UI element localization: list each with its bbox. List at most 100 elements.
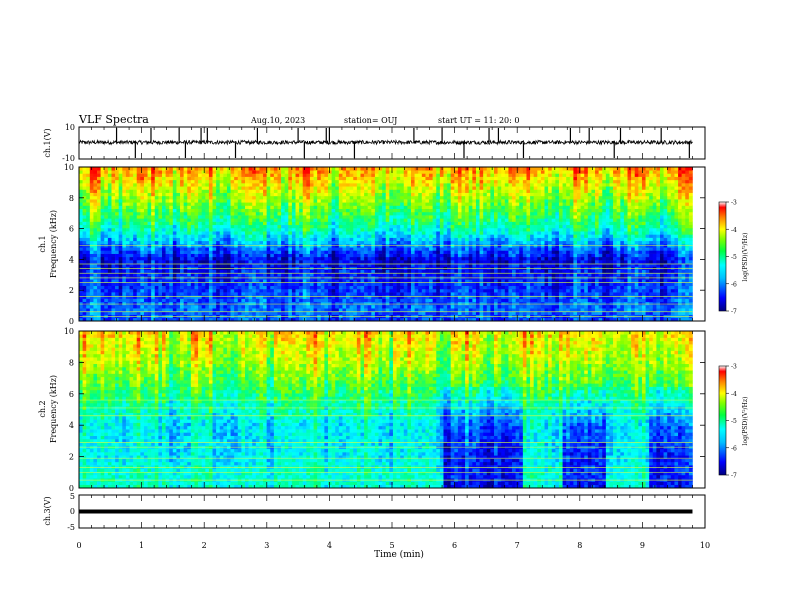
ch1-spec-cell [82,186,87,190]
ch1-spec-cell [378,189,383,193]
ch1-spec-cell [158,170,163,174]
ch1-spec-cell [154,304,159,309]
ch1-spec-cell [140,304,145,309]
ch1-spec-cell [226,173,231,177]
ch1-spec-cell [162,227,166,232]
ch1-spec-cell [180,295,184,299]
station-label: station= OUJ [344,116,397,125]
ch1-spec-cell [136,218,141,222]
ch1-spec-cell [266,179,271,184]
ch1-spec-cell [82,173,87,177]
ch1-spec-cell [151,170,156,174]
ch1-spec-cell [172,304,177,309]
ch1-spec-cell [378,263,383,267]
ch1-spec-cell [338,224,343,229]
ch1-spec-cell [432,211,437,216]
ch1-spec-cell [389,317,394,322]
ch1-spec-cell [385,247,390,251]
ch1-spec-cell [403,272,408,277]
ch1-spec-cell [158,301,163,306]
ch1-spec-cell [374,295,379,299]
ch1-spec-cell [309,269,314,274]
ch1-spec-cell [205,260,210,264]
ch1-spec-cell [266,192,271,197]
ch1-spec-cell [226,231,231,235]
ch1-spec-cell [212,250,217,254]
ch1-spec-cell [136,186,141,190]
ch1-spec-cell [255,211,260,216]
ch1-spec-cell [281,311,285,315]
ch1-spec-cell [107,215,112,219]
ch1-spec-cell [129,202,134,206]
ch1-spec-cell [125,301,130,306]
ch1-spec-cell [378,211,383,216]
ch1-spec-cell [443,292,448,296]
ch1-spec-cell [309,218,314,222]
ch1-spec-cell [169,256,174,261]
ch1-spec-cell [400,311,405,315]
ch1-spec-cell [176,317,181,322]
ch1-spec-cell [223,250,228,254]
ch1-spec-cell [122,231,127,235]
ch1-spec-cell [115,260,119,264]
ch1-spec-cell [198,308,202,312]
ch1-spec-cell [125,195,130,200]
ch1-spec-cell [111,189,116,193]
ch1-spec-cell [133,227,138,232]
ch1-spec-cell [313,269,318,274]
ch1-spec-cell [89,224,94,229]
ch1-spec-cell [151,260,156,264]
ch1-spec-cell [198,279,202,283]
ch1-spec-cell [436,250,441,254]
ch1-spec-cell [281,167,285,171]
ch1-spec-cell [205,208,210,213]
ch1-spec-cell [198,186,202,190]
ch1-spec-cell [180,298,184,303]
ch1-spec-cell [190,234,195,238]
ch1-spec-cell [443,298,448,303]
ch1-spec-cell [201,192,206,197]
ch1-spec-cell [331,279,336,283]
ch1-spec-cell [107,218,112,222]
ch1-spec-cell [187,250,192,254]
ch1-spec-cell [291,282,296,287]
ch1-spec-cell [443,218,448,222]
ch1-spec-cell [374,317,379,322]
ch1-spec-cell [216,256,221,261]
ch1-spec-cell [443,211,448,216]
ch1-spec-cell [400,205,405,210]
ch1-spec-cell [342,298,347,303]
ch1-spec-cell [396,288,401,293]
ch1-spec-cell [165,298,170,303]
ch1-spec-cell [140,288,145,293]
ch1-spec-cell [208,279,213,283]
ch1-spec-cell [346,308,350,312]
ch1-spec-cell [291,224,296,229]
ch1-spec-cell [198,199,202,203]
ch1-spec-cell [281,237,285,242]
ch1-spec-cell [403,317,408,322]
ch1-spec-cell [125,269,130,274]
ch1-spec-cell [125,208,130,213]
ch1-spec-cell [335,292,340,296]
ch1-spec-cell [230,199,235,203]
ch1-spec-cell [86,250,91,254]
ch1-spec-cell [194,253,199,258]
ch1-spec-cell [234,298,239,303]
ch1-spec-cell [154,279,159,283]
ch1-spec-cell [147,195,152,200]
ch1-spec-cell [208,211,213,216]
ch1-spec-cell [385,221,390,226]
ch1-spec-cell [93,317,98,322]
ch1-spec-cell [385,173,390,177]
ch1-spec-cell [382,317,387,322]
ch1-spec-cell [425,308,430,312]
ch1-spec-cell [212,227,217,232]
ch1-spec-cell [371,240,376,245]
ch1-spec-cell [320,224,325,229]
ch1-spec-cell [299,298,304,303]
ch1-spec-cell [86,224,91,229]
ch1-spec-cell [259,208,264,213]
ch1-spec-cell [169,295,174,299]
ch1-spec-cell [392,183,397,187]
